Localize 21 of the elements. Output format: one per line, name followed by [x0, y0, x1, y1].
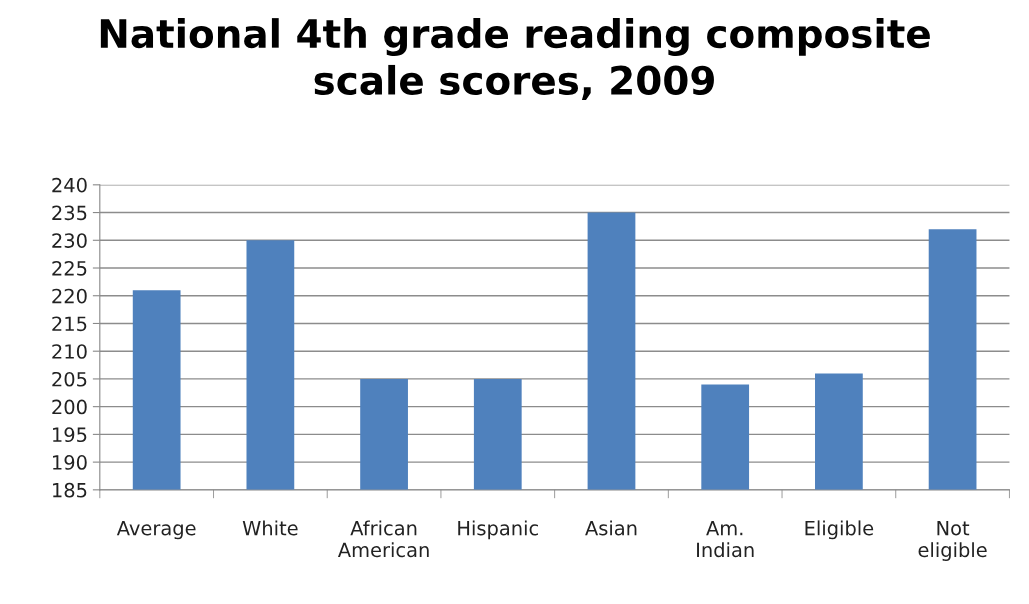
y-tick-label: 210 — [52, 344, 87, 359]
y-tick-label: 190 — [53, 455, 87, 470]
chart-title: National 4th grade reading composite scale scores, 2009 — [100, 18, 930, 100]
x-tick-label: Hispanic — [458, 520, 538, 540]
x-tick-label: Not eligible — [918, 521, 987, 561]
x-tick-label: White — [242, 520, 298, 536]
y-tick-label: 205 — [52, 371, 87, 387]
x-tick-label: Asian — [585, 520, 637, 536]
x-tick-label: Am. Indian — [697, 521, 754, 558]
y-tick-label: 220 — [52, 288, 87, 304]
x-tick-label: African American — [337, 520, 429, 558]
y-tick-label: 195 — [53, 427, 87, 443]
y-tick-label: 200 — [52, 399, 87, 415]
y-tick-label: 235 — [52, 205, 87, 221]
y-tick-label: 230 — [52, 233, 87, 248]
y-tick-label: 215 — [52, 316, 87, 332]
y-tick-label: 225 — [52, 260, 87, 276]
x-tick-label: Eligible — [805, 520, 874, 540]
x-tick-label: Average — [116, 521, 196, 540]
y-tick-label: 185 — [53, 482, 87, 498]
y-tick-label: 240 — [52, 177, 87, 193]
